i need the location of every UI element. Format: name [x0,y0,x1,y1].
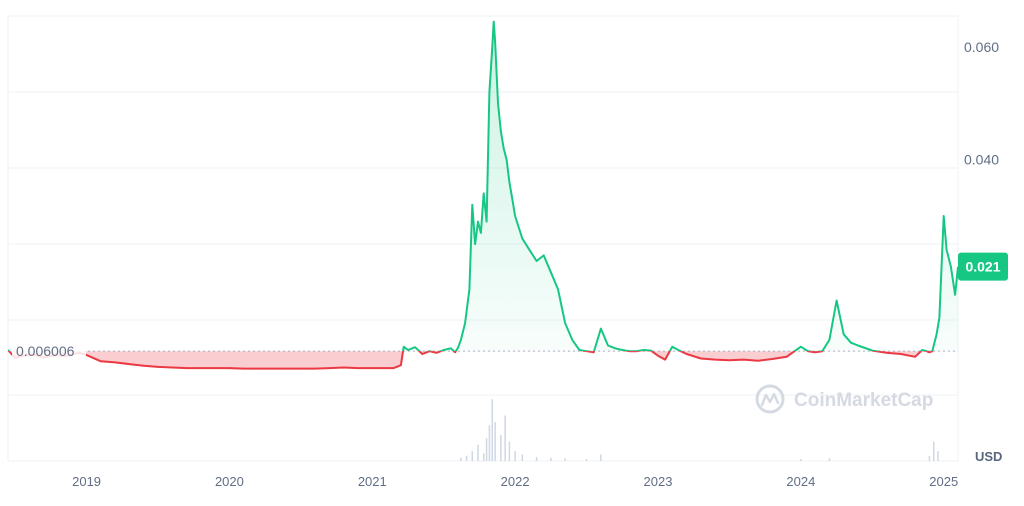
volume-bar [491,399,494,461]
x-axis-ticks: 2019 2020 2021 2022 2023 2024 2025 [72,474,958,489]
volume-bar [828,458,831,461]
price-line-above [8,20,958,352]
grid-lines [8,15,958,396]
volume-bars [460,399,939,461]
coinmarketcap-logo-icon [755,384,785,414]
baseline-value-label: 0.006006 [16,343,75,359]
volume-bar [504,415,506,461]
volume-bar [508,441,511,461]
x-tick-label: 2023 [644,474,673,489]
x-tick-label: 2021 [358,474,387,489]
y-tick-label: 0.040 [964,152,999,168]
y-tick-label: 0.060 [964,39,999,55]
volume-bar [485,438,488,461]
baseline-label-background [12,341,86,362]
volume-bar [600,454,602,461]
volume-bar [460,457,462,461]
area-above-baseline [8,21,958,352]
current-price-background [958,252,1008,281]
volume-bar [488,425,491,461]
x-tick-label: 2025 [929,474,958,489]
price-line-below [8,351,934,370]
volume-bar [471,451,474,461]
volume-bar [928,455,931,461]
volume-bar [937,451,939,461]
volume-bar [514,451,516,461]
currency-unit-label: USD [975,449,1002,464]
volume-bar [521,454,524,461]
volume-bar [535,457,538,461]
area-below-baseline [9,351,933,369]
volume-bar [494,422,496,461]
volume-bar [477,444,479,461]
watermark: CoinMarketCap [755,384,933,414]
current-price-label: 0.021 [965,259,1000,275]
volume-bar [585,459,588,461]
volume-bar [500,435,502,461]
volume-bar [482,453,485,461]
x-tick-label: 2020 [215,474,244,489]
x-tick-label: 2024 [786,474,815,489]
volume-bar [465,455,468,461]
volume-bar [550,457,552,461]
current-price-tag: 0.021 [958,252,1008,281]
volume-bar [800,459,802,461]
volume-bar [932,441,935,461]
x-tick-label: 2019 [72,474,101,489]
y-axis-ticks: 0.040 0.060 [964,39,999,168]
x-tick-label: 2022 [501,474,530,489]
watermark-text: CoinMarketCap [794,390,933,411]
volume-bar [564,458,566,461]
